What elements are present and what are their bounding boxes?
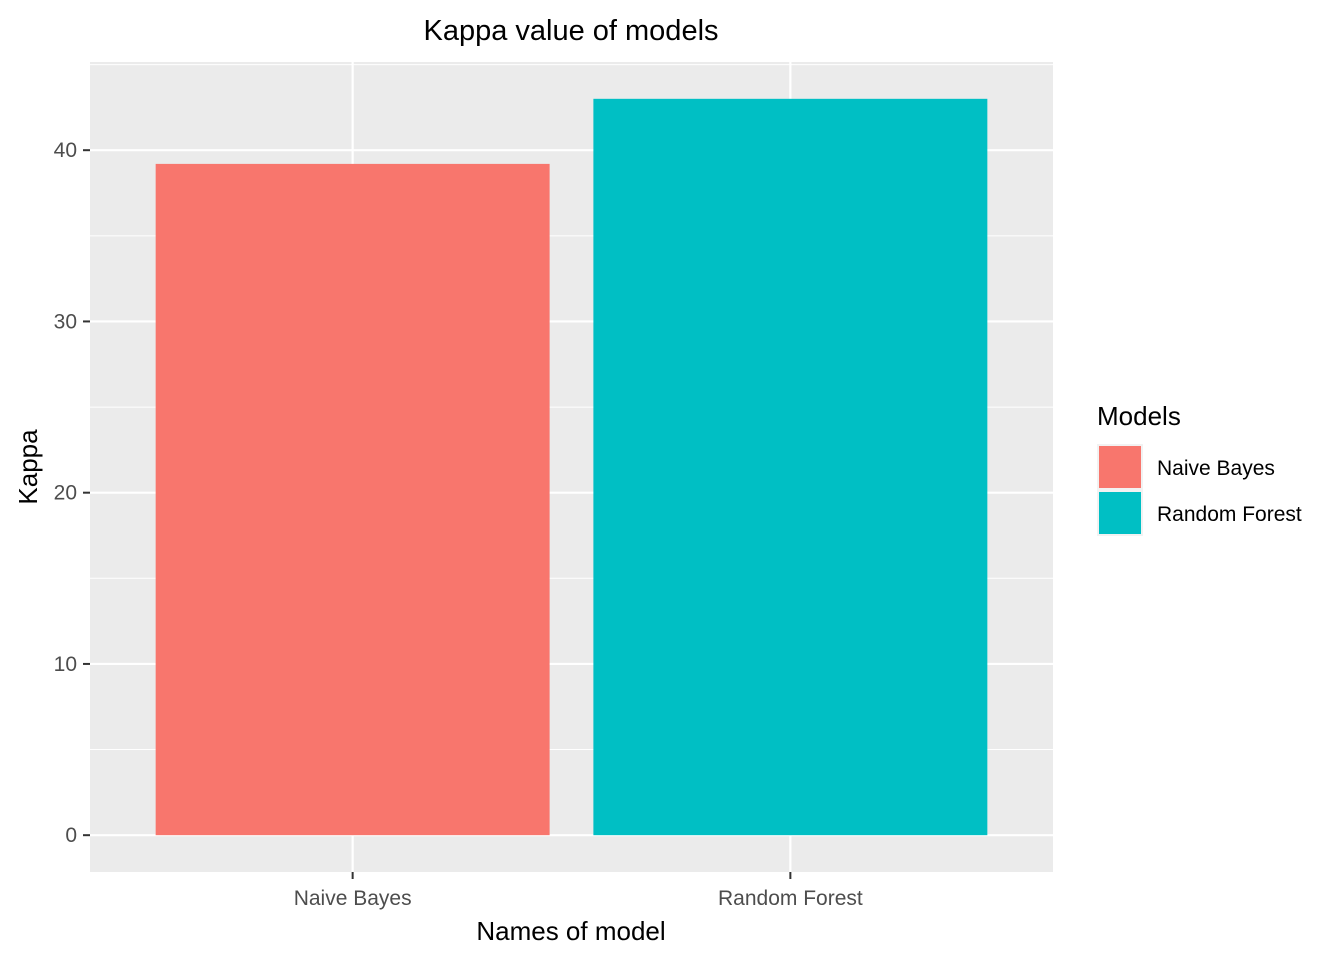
- x-tick-label: Naive Bayes: [294, 887, 412, 910]
- chart-title: Kappa value of models: [423, 15, 718, 47]
- x-axis-label: Names of model: [476, 916, 665, 946]
- legend-swatch: [1099, 492, 1141, 534]
- bars: [155, 98, 988, 836]
- y-axis-ticks: 0 10 20 30 40: [54, 139, 90, 847]
- x-axis-ticks: Naive Bayes Random Forest: [294, 872, 863, 910]
- bar-random-forest: [593, 98, 988, 836]
- y-tick-label: 20: [54, 482, 77, 505]
- legend-swatch: [1099, 446, 1141, 488]
- x-tick-label: Random Forest: [718, 887, 863, 910]
- y-axis-label: Kappa: [13, 429, 43, 505]
- y-tick-label: 30: [54, 310, 77, 333]
- y-tick-label: 40: [54, 139, 77, 162]
- bar-naive-bayes: [155, 163, 550, 836]
- legend-label: Naive Bayes: [1157, 457, 1275, 480]
- legend: Models Naive Bayes Random Forest: [1097, 401, 1302, 536]
- y-tick-label: 0: [65, 824, 77, 847]
- y-tick-label: 10: [54, 653, 77, 676]
- legend-label: Random Forest: [1157, 503, 1302, 526]
- legend-title: Models: [1097, 401, 1181, 431]
